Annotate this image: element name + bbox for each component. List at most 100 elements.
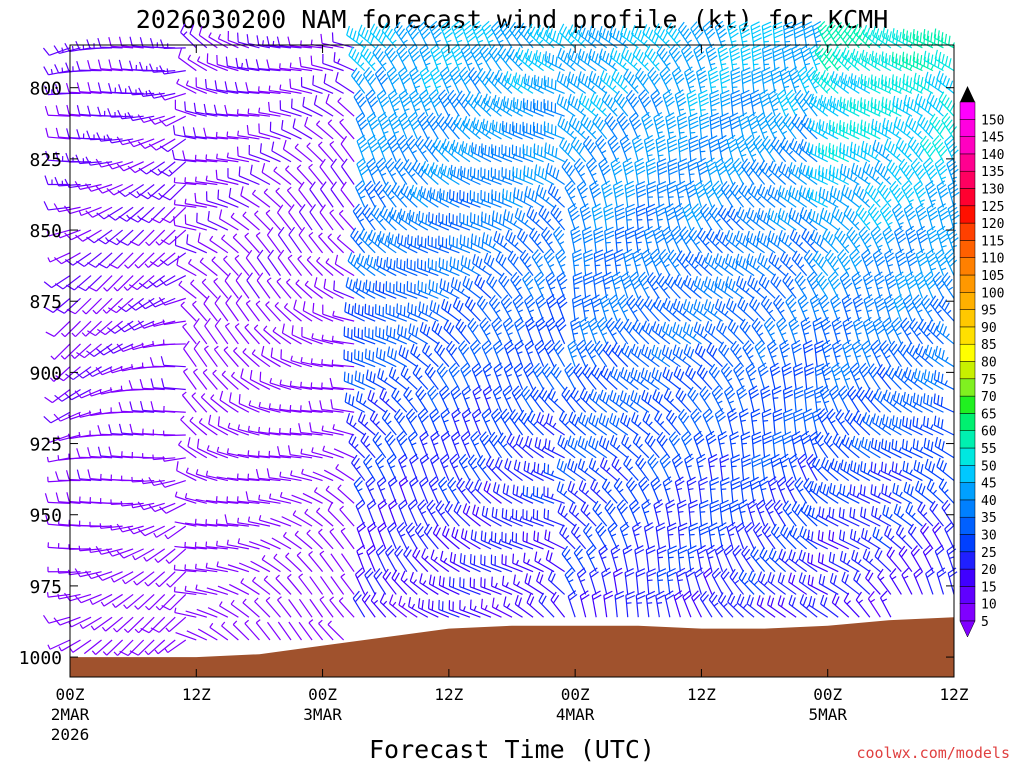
- wind-barb: [366, 544, 376, 572]
- barb-half-flag: [524, 219, 529, 225]
- barb-shaft: [83, 639, 102, 655]
- barb-shaft: [101, 548, 123, 555]
- barb-shaft: [127, 639, 145, 656]
- barb-shaft: [256, 257, 271, 276]
- wind-barb: [161, 378, 186, 391]
- wind-barb: [60, 320, 81, 338]
- barb-flag: [354, 370, 357, 381]
- barb-flag: [74, 595, 82, 604]
- barb-flag: [76, 82, 81, 92]
- wind-barb: [488, 294, 502, 322]
- barb-flag: [363, 435, 369, 445]
- wind-barb: [430, 43, 443, 71]
- barb-flag: [304, 116, 309, 127]
- barb-flag: [554, 125, 557, 136]
- barb-half-flag: [385, 398, 390, 404]
- barb-half-flag: [234, 254, 240, 259]
- wind-barb: [113, 275, 134, 292]
- barb-half-flag: [427, 352, 433, 358]
- barb-flag: [464, 143, 468, 153]
- wind-barb: [375, 157, 387, 185]
- barb-flag: [160, 170, 170, 177]
- barb-shaft: [214, 302, 229, 322]
- barb-half-flag: [370, 62, 376, 67]
- barb-half-flag: [380, 487, 386, 491]
- barb-half-flag: [318, 232, 323, 237]
- barb-flag: [158, 278, 167, 286]
- wind-barb: [546, 294, 558, 322]
- barb-half-flag: [221, 621, 226, 627]
- barb-flag: [413, 346, 418, 356]
- barb-half-flag: [380, 195, 385, 200]
- barb-flag: [129, 217, 139, 223]
- barb-flag: [444, 501, 451, 510]
- barb-flag: [365, 279, 368, 290]
- wind-barb: [364, 567, 376, 595]
- wind-barb: [173, 177, 197, 186]
- barb-half-flag: [187, 258, 192, 264]
- barb-flag: [391, 569, 398, 579]
- barb-shaft: [147, 571, 166, 587]
- wind-barb: [123, 616, 145, 633]
- barb-shaft: [70, 229, 92, 241]
- barb-shaft: [553, 347, 566, 367]
- wind-barb: [461, 407, 472, 436]
- wind-barb: [543, 339, 556, 367]
- barb-half-flag: [340, 573, 346, 578]
- wind-barb: [118, 84, 144, 94]
- barb-shaft: [396, 528, 408, 550]
- barb-half-flag: [113, 651, 118, 656]
- barb-flag: [400, 365, 406, 375]
- barb-half-flag: [50, 69, 53, 75]
- barb-half-flag: [485, 332, 491, 336]
- wind-barb: [298, 181, 313, 208]
- barb-half-flag: [494, 582, 498, 588]
- barb-flag: [528, 438, 533, 448]
- barb-flag: [462, 275, 467, 286]
- wind-barb: [176, 78, 197, 94]
- barb-shaft: [159, 594, 176, 611]
- barb-half-flag: [295, 279, 300, 284]
- barb-half-flag: [313, 487, 318, 492]
- barb-flag: [538, 592, 544, 602]
- barb-flag: [137, 528, 146, 537]
- barb-shaft: [153, 70, 176, 73]
- barb-half-flag: [464, 396, 470, 400]
- wind-barb: [140, 616, 166, 634]
- barb-half-flag: [232, 620, 238, 625]
- barb-flag: [414, 549, 421, 559]
- wind-barb: [391, 387, 408, 413]
- wind-barb: [158, 296, 186, 306]
- wind-barb: [176, 255, 197, 277]
- barb-shaft: [408, 605, 429, 618]
- barb-half-flag: [237, 517, 240, 523]
- wind-barb: [339, 118, 355, 140]
- barb-half-flag: [202, 368, 208, 374]
- barb-half-flag: [60, 332, 66, 338]
- barb-shaft: [544, 60, 565, 72]
- barb-flag: [355, 74, 363, 83]
- barb-shaft: [80, 206, 102, 217]
- wind-barb: [139, 379, 165, 391]
- wind-barb: [409, 453, 419, 481]
- wind-barb: [366, 157, 379, 185]
- barb-half-flag: [205, 562, 208, 568]
- wind-barb: [78, 411, 102, 418]
- wind-barb: [535, 316, 547, 345]
- barb-shaft: [143, 320, 165, 329]
- barb-half-flag: [464, 442, 470, 446]
- barb-flag: [472, 324, 479, 333]
- wind-barb: [116, 136, 144, 146]
- wind-barb: [54, 388, 81, 402]
- wind-barb: [471, 362, 483, 390]
- barb-flag: [450, 277, 455, 287]
- barb-flag: [449, 256, 452, 267]
- barb-flag: [533, 74, 536, 85]
- barb-half-flag: [247, 516, 251, 522]
- barb-flag: [443, 165, 447, 176]
- wind-barb: [407, 111, 421, 140]
- barb-flag: [491, 210, 495, 221]
- barb-half-flag: [122, 579, 126, 585]
- barb-flag: [87, 330, 96, 337]
- barb-shaft: [388, 118, 397, 140]
